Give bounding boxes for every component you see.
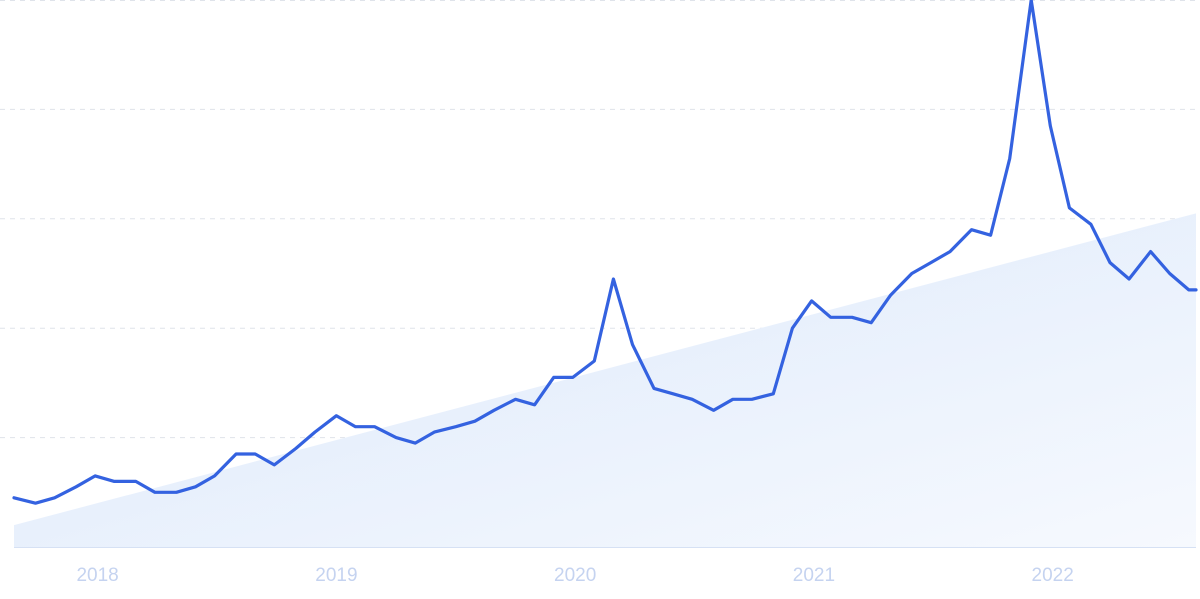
- trend-area-layer: [14, 213, 1196, 547]
- x-tick-label-2022: 2022: [1032, 565, 1074, 586]
- series-line: [12, 0, 1198, 505]
- x-tick-label-2020: 2020: [554, 565, 596, 586]
- series-line-layer: [12, 0, 1198, 505]
- x-tick-labels: 2018 2019 2020 2021 2022: [76, 565, 1073, 586]
- x-tick-label-2018: 2018: [76, 565, 118, 586]
- x-tick-label-2019: 2019: [315, 565, 357, 586]
- trend-area: [14, 213, 1196, 547]
- x-tick-label-2021: 2021: [793, 565, 835, 586]
